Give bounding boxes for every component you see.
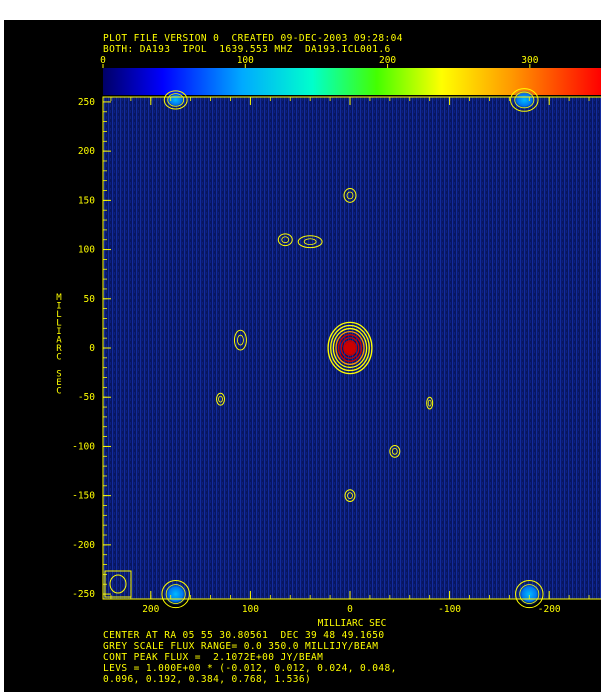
radio-map-chart: 0 100 200 300 200 100 0 -100 -200 250 200 150 100 50…: [56, 55, 601, 629]
footer-line-2: GREY SCALE FLUX RANGE= 0.0 350.0 MILLIJY…: [103, 641, 379, 652]
edge-source-contour: [165, 584, 186, 604]
source-edge: [163, 90, 188, 110]
edge-source-contour: [515, 579, 544, 609]
core-contour: [327, 321, 373, 375]
footer-line-3: CONT PEAK FLUX = 2.1072E+00 JY/BEAM: [103, 652, 324, 663]
plot-window: PLOT FILE VERSION 0 CREATED 09-DEC-2003 …: [4, 20, 601, 692]
y-axis-label-char: R: [56, 344, 62, 354]
x-tick-label: -200: [538, 604, 561, 615]
blob-contour: [391, 447, 398, 455]
y-tick-label: -50: [78, 392, 95, 403]
beam-ellipse: [109, 574, 127, 594]
blob-contour: [281, 236, 290, 244]
blob-contour: [216, 392, 226, 406]
core-contour: [335, 330, 365, 366]
y-axis-label-char: I: [56, 302, 61, 312]
core-contour: [330, 324, 370, 372]
source-core: [327, 321, 373, 375]
core-contour: [343, 340, 357, 356]
blob-contour: [343, 188, 357, 203]
blob-contour: [277, 233, 293, 247]
y-axis-label-char: C: [56, 353, 61, 363]
y-tick-label: 200: [78, 146, 95, 157]
core-contour: [340, 337, 360, 359]
colorbar-tick-label: 0: [100, 55, 106, 66]
colorbar: 0 100 200 300: [100, 55, 601, 95]
edge-source-fill: [163, 582, 188, 606]
edge-source-contour: [514, 91, 535, 109]
edge-source-contour: [510, 88, 539, 112]
source-blob: [233, 329, 247, 351]
y-axis-label-char: M: [56, 293, 62, 303]
y-axis-label-char: E: [56, 378, 61, 388]
source-blob: [297, 235, 323, 249]
y-tick-label: 0: [89, 343, 95, 354]
x-tick-label: 0: [347, 604, 353, 615]
y-tick-label: -100: [72, 441, 95, 452]
source-blob: [389, 444, 401, 458]
footer-line-1: CENTER AT RA 05 55 30.80561 DEC 39 48 49…: [103, 630, 385, 641]
blob-contour: [303, 238, 317, 246]
x-axis-label: MILLIARC SEC: [318, 618, 387, 629]
blob-contour: [426, 396, 434, 410]
blob-contour: [233, 329, 247, 351]
edge-source-contour: [161, 579, 190, 609]
x-tick-label: -100: [438, 604, 461, 615]
y-axis-label: MILLIARC SEC: [56, 293, 62, 397]
core-contour: [337, 334, 363, 362]
plot-page: PLOT FILE VERSION 0 CREATED 09-DEC-2003 …: [4, 20, 601, 692]
footer-line-5: 0.096, 0.192, 0.384, 0.768, 1.536): [103, 674, 312, 685]
colorbar-tick-label: 100: [237, 55, 254, 66]
y-axis-label-char: L: [56, 319, 61, 329]
x-tick-label: 100: [242, 604, 259, 615]
y-axis-label-char: I: [56, 327, 61, 337]
source-blob: [343, 188, 357, 203]
colorbar-tick-label: 200: [379, 55, 396, 66]
map-area: [103, 88, 601, 609]
colorbar-tick-label: 300: [521, 55, 538, 66]
y-axis-label-char: S: [56, 370, 61, 380]
source-blob: [216, 392, 226, 406]
source-blob: [277, 233, 293, 247]
edge-source-fill: [517, 582, 542, 606]
x-tick-label: 200: [142, 604, 159, 615]
y-axis-label-char: L: [56, 310, 61, 320]
source-blob: [426, 396, 434, 410]
edge-source-fill: [165, 92, 186, 108]
axes: 200 100 0 -100 -200 250 200 150 100 50 0 -50 -100 -15…: [56, 96, 601, 629]
core-peak: [344, 341, 356, 355]
source-edge: [510, 88, 539, 112]
y-tick-label: 50: [84, 294, 96, 305]
edge-source-contour: [163, 90, 188, 110]
edge-source-contour: [167, 93, 185, 107]
blob-contour: [297, 235, 323, 249]
header-line-1: PLOT FILE VERSION 0 CREATED 09-DEC-2003 …: [103, 33, 403, 44]
source-edge: [515, 579, 544, 609]
blob-contour: [344, 489, 356, 503]
y-axis-label-char: C: [56, 387, 61, 397]
core-contour: [332, 327, 368, 369]
y-tick-label: 250: [78, 97, 95, 108]
edge-source-fill: [512, 90, 537, 110]
edge-source-contour: [519, 584, 540, 604]
y-tick-label: 150: [78, 195, 95, 206]
y-tick-label: -250: [72, 589, 95, 600]
blob-contour: [346, 191, 354, 200]
footer-line-4: LEVS = 1.000E+00 * (-0.012, 0.012, 0.024…: [103, 663, 397, 674]
blob-contour: [389, 444, 401, 458]
blob-contour: [347, 492, 353, 500]
y-axis-label-char: A: [56, 336, 62, 346]
y-tick-label: -200: [72, 540, 95, 551]
source-blob: [344, 489, 356, 503]
blob-contour: [218, 395, 223, 403]
colorbar-gradient: [103, 68, 601, 95]
source-edge: [161, 579, 190, 609]
blob-contour: [427, 399, 432, 407]
y-tick-label: 100: [78, 245, 95, 256]
y-tick-label: -150: [72, 491, 95, 502]
blob-contour: [237, 334, 244, 346]
header-line-2: BOTH: DA193 IPOL 1639.553 MHZ DA193.ICL0…: [103, 44, 391, 55]
